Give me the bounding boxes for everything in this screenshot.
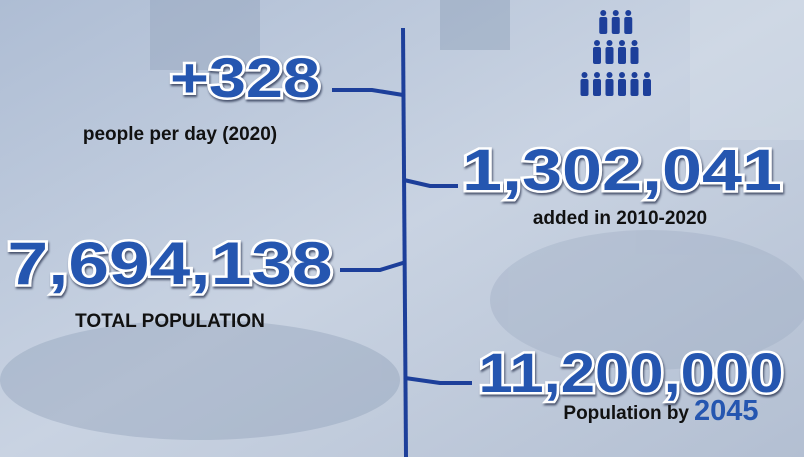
stat-value: +328	[170, 46, 320, 109]
stat-label: Population by	[563, 403, 689, 424]
person	[581, 79, 589, 96]
person	[624, 17, 632, 34]
person	[632, 72, 638, 78]
person	[594, 72, 600, 78]
person	[632, 40, 638, 46]
page: +328 people per day (2020) 7,694,138 TOT…	[0, 0, 804, 457]
person	[631, 47, 639, 64]
stat-year: 2045	[694, 395, 759, 427]
person	[613, 10, 619, 16]
person	[607, 72, 613, 78]
stat-value: 1,302,041	[462, 138, 782, 203]
stat-label: TOTAL POPULATION	[75, 311, 265, 332]
person	[612, 17, 620, 34]
person	[618, 79, 626, 96]
person	[593, 79, 601, 96]
person	[618, 47, 626, 64]
person	[643, 79, 651, 96]
person	[619, 40, 625, 46]
stat-label: people per day (2020)	[83, 124, 277, 145]
stat-value: 7,694,138	[8, 230, 333, 297]
person	[625, 10, 631, 16]
person	[582, 72, 588, 78]
person	[606, 47, 614, 64]
person	[644, 72, 650, 78]
person	[607, 40, 613, 46]
stat-label: added in 2010-2020	[533, 208, 707, 229]
infographic: +328 people per day (2020) 7,694,138 TOT…	[0, 0, 804, 457]
person	[600, 10, 606, 16]
person	[619, 72, 625, 78]
person	[631, 79, 639, 96]
person	[606, 79, 614, 96]
person	[594, 40, 600, 46]
person	[599, 17, 607, 34]
person	[593, 47, 601, 64]
